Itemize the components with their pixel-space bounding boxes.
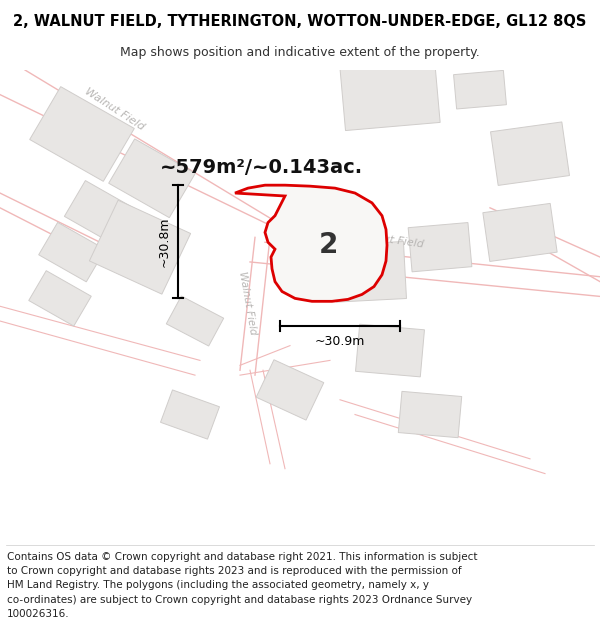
Text: ~30.9m: ~30.9m <box>315 335 365 348</box>
Text: Contains OS data © Crown copyright and database right 2021. This information is : Contains OS data © Crown copyright and d… <box>7 552 478 562</box>
Polygon shape <box>166 296 224 346</box>
Polygon shape <box>161 390 220 439</box>
Polygon shape <box>483 203 557 261</box>
Polygon shape <box>454 71 506 109</box>
Polygon shape <box>408 222 472 272</box>
Polygon shape <box>29 87 134 181</box>
Text: 2: 2 <box>319 231 338 259</box>
Polygon shape <box>64 181 136 245</box>
Text: to Crown copyright and database rights 2023 and is reproduced with the permissio: to Crown copyright and database rights 2… <box>7 566 462 576</box>
Polygon shape <box>89 200 191 294</box>
Polygon shape <box>29 271 91 326</box>
Text: ~579m²/~0.143ac.: ~579m²/~0.143ac. <box>160 158 363 177</box>
Polygon shape <box>491 122 569 186</box>
Polygon shape <box>109 139 196 218</box>
Text: 2, WALNUT FIELD, TYTHERINGTON, WOTTON-UNDER-EDGE, GL12 8QS: 2, WALNUT FIELD, TYTHERINGTON, WOTTON-UN… <box>13 14 587 29</box>
Polygon shape <box>340 59 440 131</box>
Polygon shape <box>398 391 462 438</box>
Text: Map shows position and indicative extent of the property.: Map shows position and indicative extent… <box>120 46 480 59</box>
Text: Walnut Field: Walnut Field <box>355 231 425 250</box>
Polygon shape <box>356 324 424 377</box>
Text: co-ordinates) are subject to Crown copyright and database rights 2023 Ordnance S: co-ordinates) are subject to Crown copyr… <box>7 595 472 605</box>
Text: ~30.8m: ~30.8m <box>157 216 170 267</box>
Text: HM Land Registry. The polygons (including the associated geometry, namely x, y: HM Land Registry. The polygons (includin… <box>7 581 429 591</box>
Polygon shape <box>38 222 106 282</box>
Polygon shape <box>256 360 324 420</box>
Polygon shape <box>334 241 406 302</box>
Text: Walnut Field: Walnut Field <box>238 271 259 336</box>
Text: 100026316.: 100026316. <box>7 609 70 619</box>
Text: Walnut Field: Walnut Field <box>83 86 146 132</box>
Polygon shape <box>235 185 387 301</box>
